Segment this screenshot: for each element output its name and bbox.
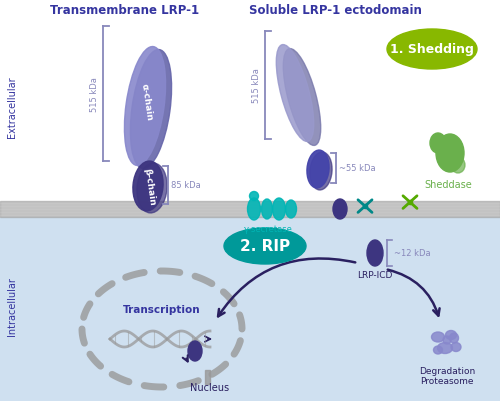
Ellipse shape (438, 342, 452, 354)
Ellipse shape (250, 192, 258, 201)
Text: Extracellular: Extracellular (7, 76, 17, 138)
Text: Nucleus: Nucleus (190, 382, 230, 392)
Ellipse shape (333, 200, 347, 219)
Ellipse shape (450, 333, 458, 343)
Text: β-chain: β-chain (142, 167, 156, 206)
Bar (205, 370, 210, 384)
Ellipse shape (432, 332, 444, 342)
Ellipse shape (387, 30, 477, 70)
Bar (0, 217, 500, 401)
Text: Transcription: Transcription (123, 304, 201, 314)
Text: Degradation
Proteasome: Degradation Proteasome (419, 366, 475, 385)
Ellipse shape (130, 51, 172, 169)
Ellipse shape (443, 336, 451, 344)
Ellipse shape (224, 229, 306, 264)
Text: Sheddase: Sheddase (424, 180, 472, 190)
Text: 85 kDa: 85 kDa (171, 181, 201, 190)
Ellipse shape (434, 346, 442, 354)
Ellipse shape (451, 342, 461, 352)
Ellipse shape (446, 331, 456, 340)
Ellipse shape (436, 135, 464, 172)
Ellipse shape (272, 198, 285, 221)
Text: 515 kDa: 515 kDa (252, 69, 261, 103)
Ellipse shape (188, 341, 202, 361)
Ellipse shape (307, 151, 329, 188)
Text: ~12 kDa: ~12 kDa (394, 249, 430, 258)
FancyArrowPatch shape (388, 270, 440, 316)
Ellipse shape (310, 153, 332, 190)
Text: Transmembrane LRP-1: Transmembrane LRP-1 (50, 4, 200, 17)
Text: γ-secretase: γ-secretase (244, 225, 292, 233)
Text: 2. RIP: 2. RIP (240, 239, 290, 254)
Bar (0, 0, 500, 201)
Ellipse shape (286, 200, 296, 219)
Text: 515 kDa: 515 kDa (90, 77, 99, 111)
Bar (0, 201, 500, 217)
Text: α-chain: α-chain (140, 83, 154, 121)
Text: LRP-ICD: LRP-ICD (358, 270, 392, 279)
Ellipse shape (248, 198, 260, 221)
Text: ~55 kDa: ~55 kDa (339, 164, 376, 173)
Ellipse shape (367, 241, 383, 266)
Text: Soluble LRP-1 ectodomain: Soluble LRP-1 ectodomain (248, 4, 422, 17)
Text: Intracellular: Intracellular (7, 277, 17, 336)
Ellipse shape (137, 164, 167, 213)
Ellipse shape (133, 162, 163, 211)
Ellipse shape (124, 47, 166, 166)
FancyArrowPatch shape (218, 259, 356, 316)
Ellipse shape (276, 45, 314, 142)
Ellipse shape (430, 134, 446, 154)
Text: 1. Shedding: 1. Shedding (390, 43, 474, 57)
Ellipse shape (284, 49, 321, 146)
FancyArrowPatch shape (182, 355, 188, 362)
Ellipse shape (262, 200, 272, 219)
Ellipse shape (451, 158, 465, 174)
